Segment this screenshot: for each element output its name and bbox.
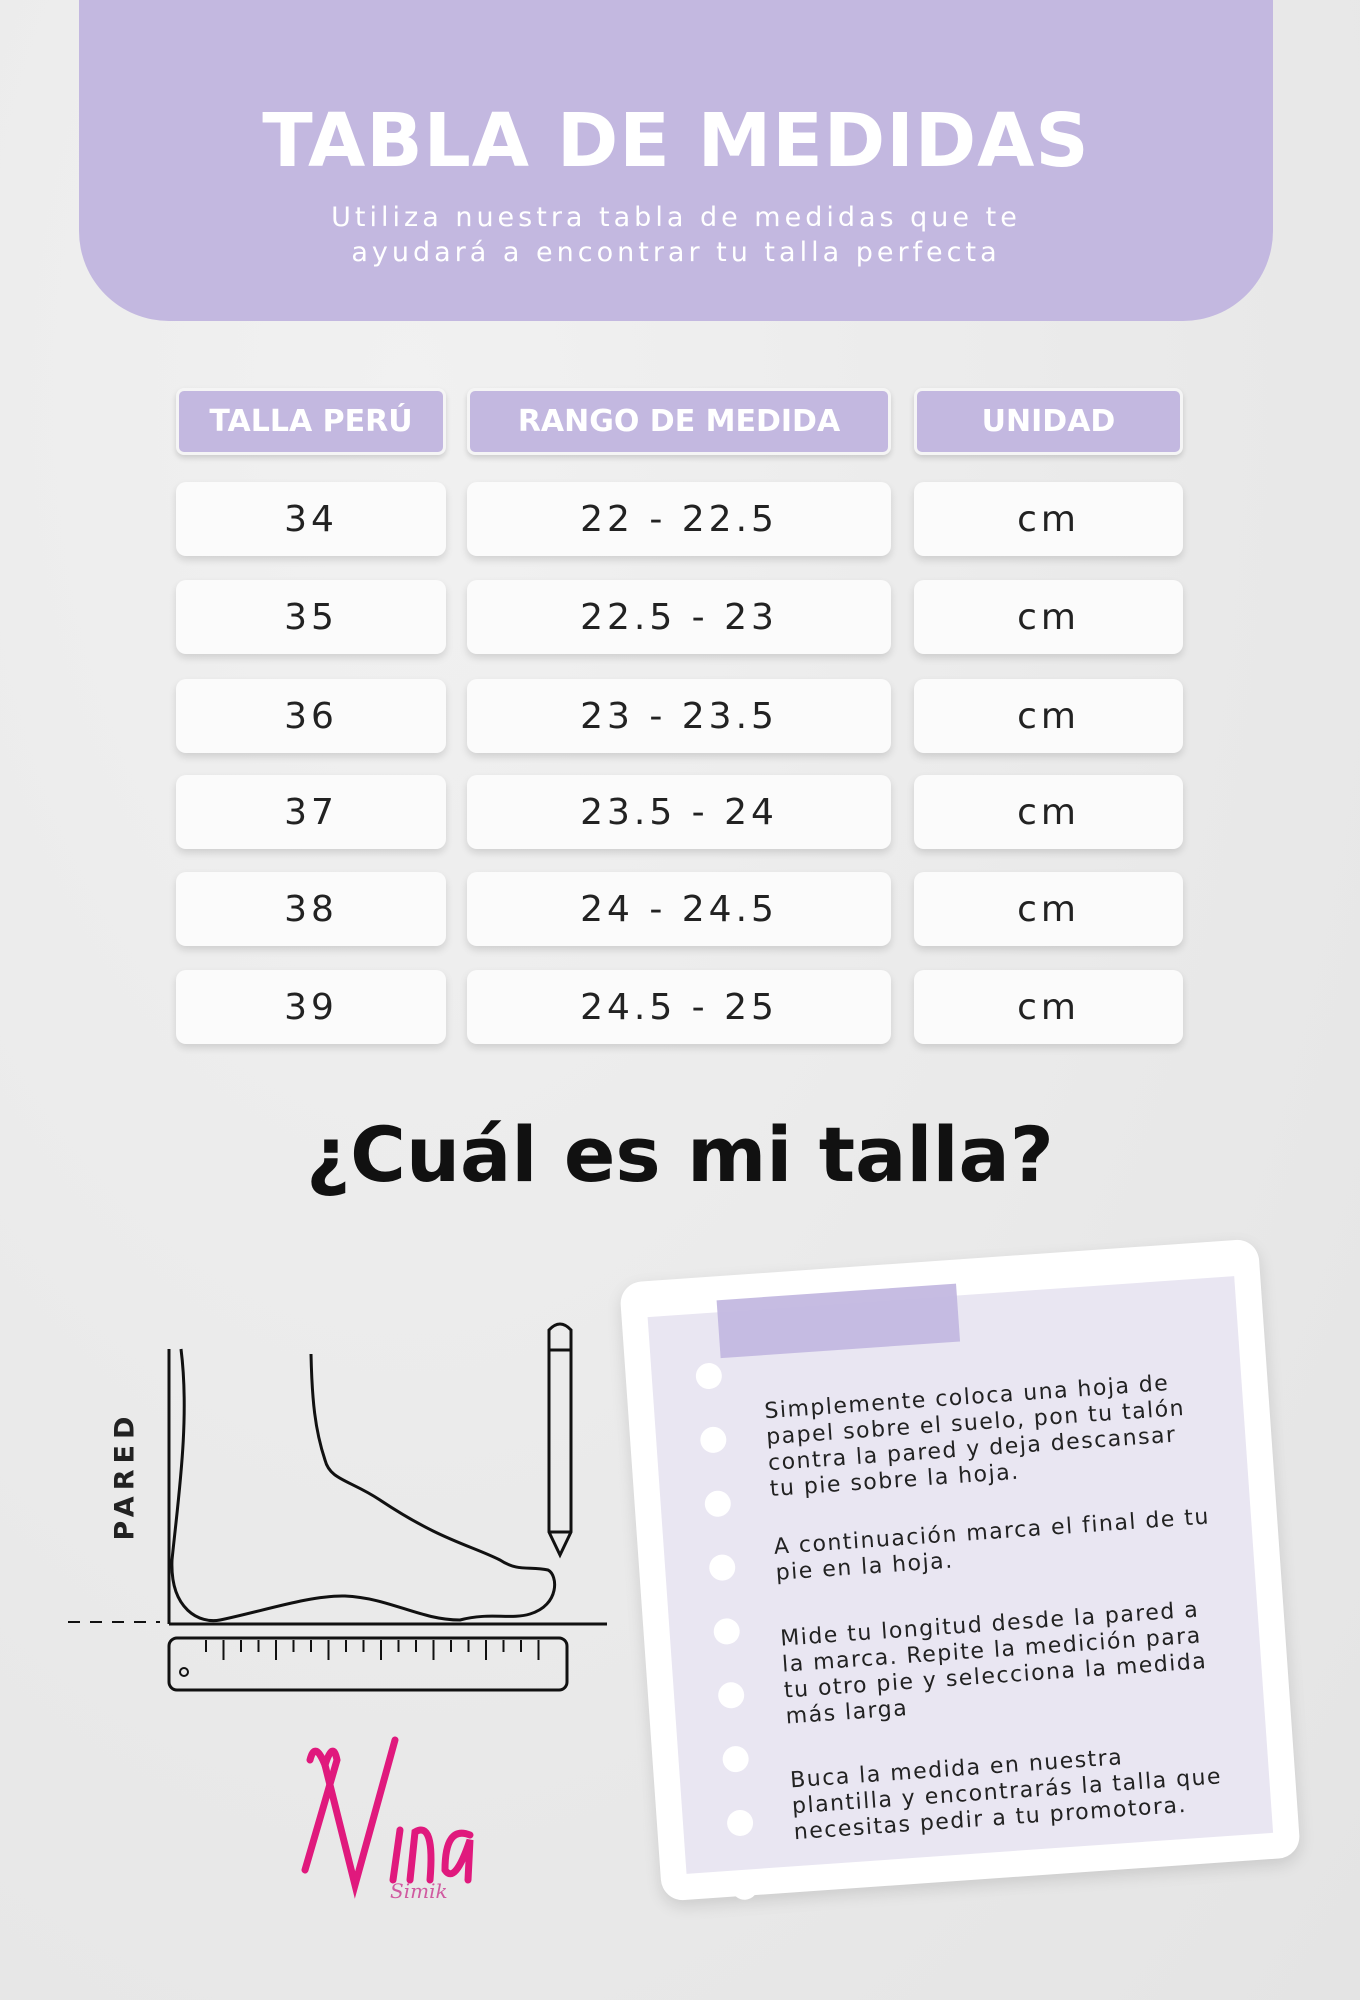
unit-cell: cm [914,775,1183,849]
tape-decoration [716,1283,961,1359]
range-cell: 24 - 24.5 [467,872,891,946]
size-cell: 38 [176,872,446,946]
instruction-step: A continuación marca el final de tu pie … [773,1504,1211,1586]
foot-outline [170,1348,556,1623]
header-banner: TABLA DE MEDIDAS Utiliza nuestra tabla d… [79,0,1273,321]
instruction-step: Mide tu longitud desde la pared a la mar… [779,1597,1209,1730]
svg-text:Simik: Simik [390,1879,448,1903]
pencil-icon [547,1322,573,1559]
binder-hole [717,1681,746,1710]
brand-logo: Simik [301,1736,474,1903]
range-cell: 22.5 - 23 [467,580,891,654]
subtitle-line: Utiliza nuestra tabla de medidas que te [331,202,1021,233]
unit-cell: cm [914,482,1183,556]
page-title: TABLA DE MEDIDAS [262,98,1090,184]
size-cell: 34 [176,482,446,556]
binder-hole [708,1553,737,1582]
binder-hole [694,1362,723,1390]
binder-hole [703,1489,732,1518]
subtitle-line: ayudará a encontrar tu talla perfecta [351,237,1001,268]
unit-cell: cm [914,679,1183,753]
unit-cell: cm [914,580,1183,654]
binder-hole [699,1426,728,1454]
unit-cell: cm [914,970,1183,1044]
range-cell: 23 - 23.5 [467,679,891,753]
binder-hole [730,1872,759,1901]
column-header: UNIDAD [914,388,1183,455]
column-header: TALLA PERÚ [176,388,446,455]
unit-cell: cm [914,872,1183,946]
section-heading: ¿Cuál es mi talla? [306,1110,1054,1199]
foot-measure-diagram [68,1322,607,1692]
instruction-step: Buca la medida en nuestra plantilla y en… [789,1745,1223,1846]
range-cell: 23.5 - 24 [467,775,891,849]
size-cell: 39 [176,970,446,1044]
binder-hole [726,1809,754,1837]
instructions-note: Simplemente coloca una hoja de papel sob… [619,1238,1301,1902]
size-cell: 36 [176,679,446,753]
size-cell: 37 [176,775,446,849]
range-cell: 24.5 - 25 [467,970,891,1044]
column-header: RANGO DE MEDIDA [467,388,891,455]
ruler-icon [167,1636,569,1692]
page-subtitle: Utiliza nuestra tabla de medidas que te … [79,200,1273,270]
binder-hole [712,1617,741,1646]
instruction-step: Simplemente coloca una hoja de papel sob… [763,1370,1186,1503]
size-cell: 35 [176,580,446,654]
range-cell: 22 - 22.5 [467,482,891,556]
binder-hole [721,1745,750,1773]
